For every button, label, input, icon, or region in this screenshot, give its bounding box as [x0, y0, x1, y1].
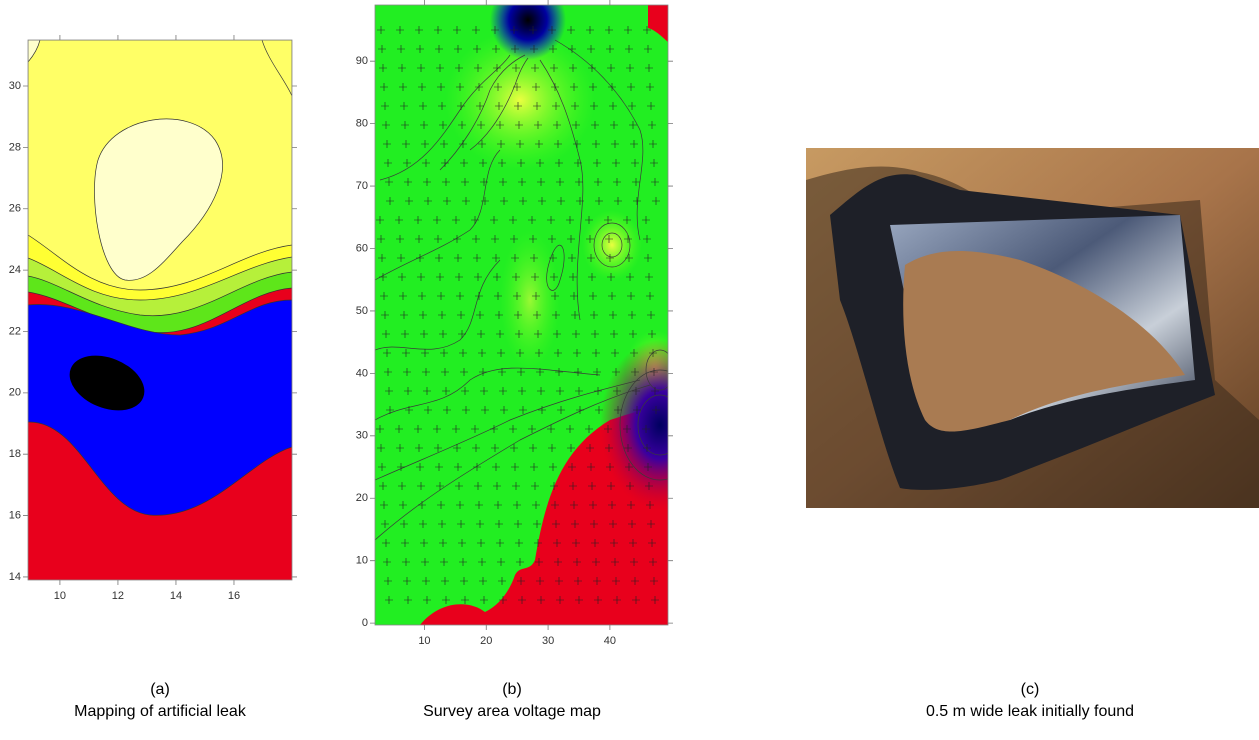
x-tick-label: 14	[170, 590, 182, 602]
x-tick-label: 30	[542, 635, 554, 647]
y-tick-label: 10	[356, 555, 368, 567]
x-tick-label: 20	[480, 635, 492, 647]
captions: (a) Mapping of artificial leak (b) Surve…	[74, 681, 1134, 720]
y-tick-label: 80	[356, 118, 368, 130]
y-tick-label: 24	[9, 264, 21, 276]
y-tick-label: 50	[356, 305, 368, 317]
y-tick-label: 14	[9, 571, 21, 583]
photo	[806, 148, 1259, 508]
y-tick-label: 18	[9, 448, 21, 460]
x-tick-label: 10	[418, 635, 430, 647]
y-tick-label: 22	[9, 325, 21, 337]
panel-caption: Mapping of artificial leak	[74, 703, 247, 720]
y-tick-label: 20	[9, 387, 21, 399]
panel-caption: Survey area voltage map	[423, 703, 601, 720]
y-tick-label: 40	[356, 367, 368, 379]
figure: (a) Mapping of artificial leak (b) Surve…	[0, 0, 1259, 740]
y-tick-label: 16	[9, 509, 21, 521]
y-tick-label: 90	[356, 55, 368, 67]
y-tick-label: 0	[362, 617, 368, 629]
y-tick-label: 30	[356, 430, 368, 442]
y-tick-label: 60	[356, 242, 368, 254]
glow	[500, 230, 560, 370]
x-tick-label: 16	[228, 590, 240, 602]
x-tick-label: 40	[604, 635, 616, 647]
y-tick-label: 30	[9, 80, 21, 92]
panel-caption: 0.5 m wide leak initially found	[926, 703, 1134, 720]
x-tick-label: 12	[112, 590, 124, 602]
panel-label: (a)	[150, 681, 170, 698]
panel-label: (b)	[502, 681, 522, 698]
y-tick-label: 26	[9, 203, 21, 215]
y-tick-label: 20	[356, 492, 368, 504]
glow	[582, 210, 642, 280]
y-tick-label: 70	[356, 180, 368, 192]
sink	[600, 340, 720, 510]
map-a	[28, 40, 292, 580]
y-tick-label: 28	[9, 141, 21, 153]
x-tick-label: 10	[54, 590, 66, 602]
panel-label: (c)	[1021, 681, 1040, 698]
